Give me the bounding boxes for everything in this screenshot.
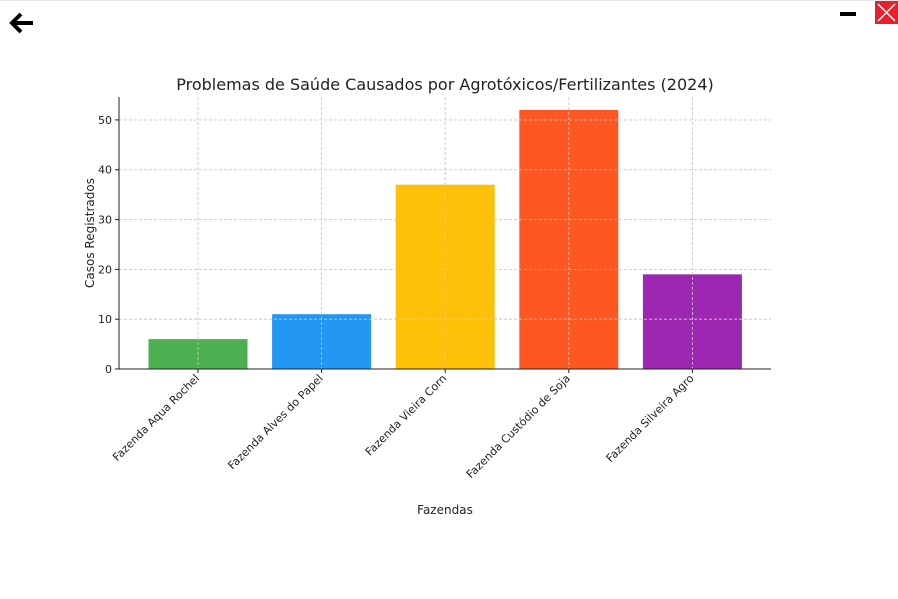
x-tick-label: Fazenda Aqua Rochel [110,372,202,464]
y-tick-label: 40 [98,164,112,177]
close-button[interactable] [875,1,898,24]
back-button[interactable] [8,10,36,36]
x-tick-label: Fazenda Custódio de Soja [464,372,573,481]
x-tick-label: Fazenda Vieira Corn [363,372,450,459]
y-tick-label: 50 [98,114,112,127]
x-tick-label: Fazenda Alves do Papel [225,372,325,472]
x-tick-label: Fazenda Silveira Agro [604,372,697,465]
chart-title: Problemas de Saúde Causados por Agrotóxi… [176,75,714,94]
x-axis-label: Fazendas [417,503,473,517]
close-icon [877,3,896,22]
window-top-border [0,0,898,1]
minimize-icon [840,12,856,16]
y-tick-label: 30 [98,214,112,227]
y-tick-label: 10 [98,313,112,326]
y-tick-label: 20 [98,263,112,276]
arrow-left-icon [9,12,33,34]
minimize-button[interactable] [838,4,858,22]
y-tick-label: 0 [105,363,112,376]
y-axis-label: Casos Registrados [83,178,97,288]
